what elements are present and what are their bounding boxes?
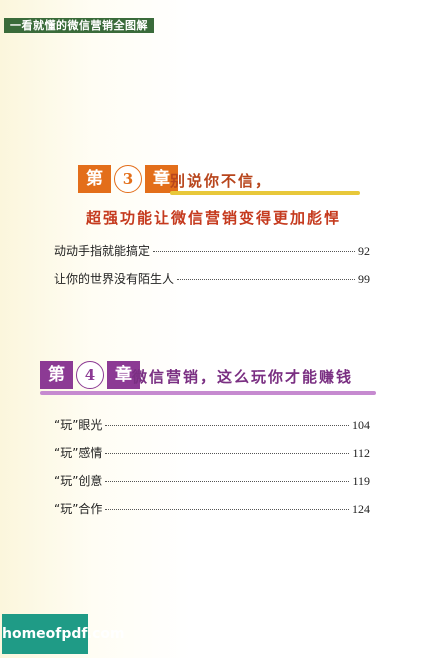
chapter-4-suffix: 章 xyxy=(107,361,140,389)
chapter-4-title: 微信营销，这么玩你才能赚钱 xyxy=(132,368,354,386)
toc-entry-title: 让你的世界没有陌生人 xyxy=(54,272,175,286)
toc-entry-page: 104 xyxy=(352,418,370,432)
toc-entry[interactable]: “玩”创意 119 xyxy=(54,472,370,489)
toc-entry[interactable]: 让你的世界没有陌生人 99 xyxy=(54,270,370,287)
chapter-4-badge: 第 4 章 xyxy=(40,361,140,389)
toc-entry-title: 动动手指就能搞定 xyxy=(54,244,151,258)
chapter-3-number: 3 xyxy=(114,165,142,193)
toc-leader xyxy=(105,453,350,454)
watermark-logo: homeofpdf.com xyxy=(2,614,125,654)
chapter-3-badge: 第 3 章 xyxy=(78,165,178,193)
chapter-3-prefix: 第 xyxy=(78,165,111,193)
chapter-4-number: 4 xyxy=(76,361,104,389)
toc-entry-title: “玩”眼光 xyxy=(54,418,103,432)
chapter-3-title-line2: 超强功能让微信营销变得更加彪悍 xyxy=(86,209,342,227)
toc-entry-title: “玩”合作 xyxy=(54,502,103,516)
chapter-4-prefix: 第 xyxy=(40,361,73,389)
toc-entry-page: 124 xyxy=(352,502,370,516)
toc-leader xyxy=(105,481,350,482)
toc-entry[interactable]: “玩”感情 112 xyxy=(54,444,370,461)
toc-leader xyxy=(177,279,355,280)
toc-leader xyxy=(105,509,349,510)
toc-entry[interactable]: “玩”合作 124 xyxy=(54,500,370,517)
toc-entry[interactable]: 动动手指就能搞定 92 xyxy=(54,242,370,259)
toc-entry-page: 92 xyxy=(358,244,370,258)
running-header: 一看就懂的微信营销全图解 xyxy=(4,18,154,33)
chapter-4-underline xyxy=(40,391,376,395)
toc-entry-page: 112 xyxy=(352,446,370,460)
chapter-3-title-line1: 别说你不信， xyxy=(170,172,273,190)
toc-leader xyxy=(105,425,349,426)
toc-leader xyxy=(153,251,355,252)
toc-entry[interactable]: “玩”眼光 104 xyxy=(54,416,370,433)
toc-entry-title: “玩”感情 xyxy=(54,446,103,460)
chapter-3-suffix: 章 xyxy=(145,165,178,193)
toc-entry-page: 119 xyxy=(352,474,370,488)
chapter-3-underline xyxy=(170,191,360,195)
toc-entry-page: 99 xyxy=(358,272,370,286)
toc-entry-title: “玩”创意 xyxy=(54,474,103,488)
